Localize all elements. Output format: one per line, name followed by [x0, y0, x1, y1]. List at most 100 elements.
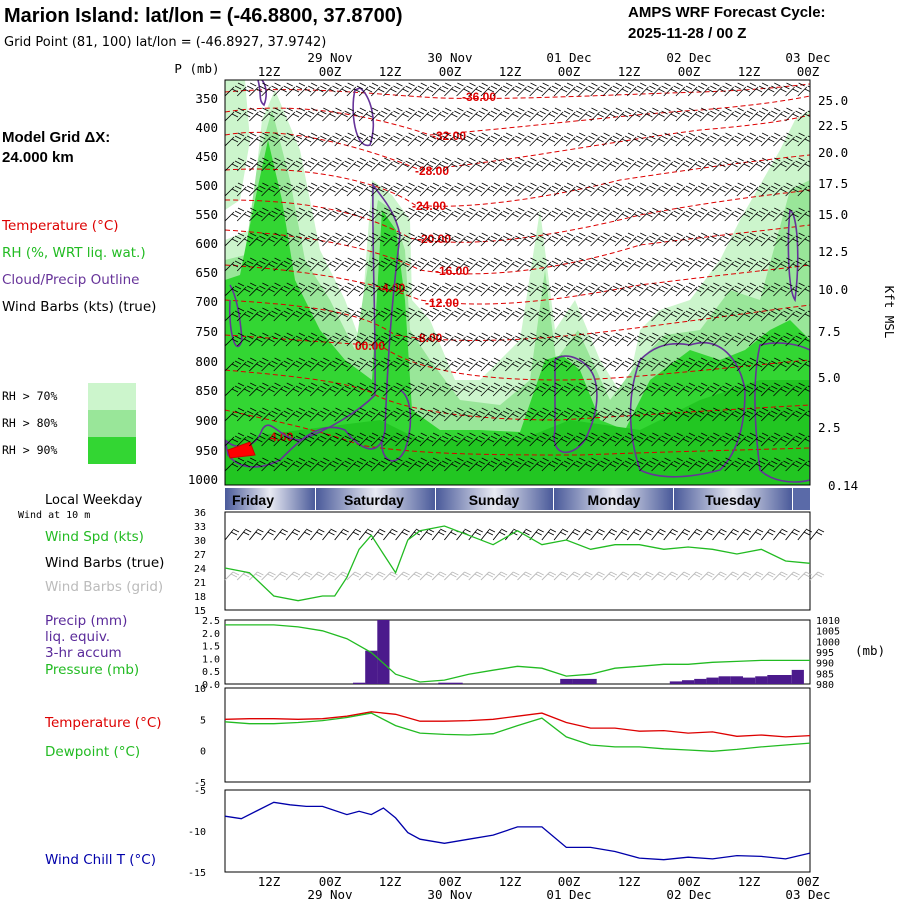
wind-barb-grid — [370, 571, 386, 581]
bottom-time-tick: 12Z — [618, 874, 641, 889]
cross-section-barb — [225, 132, 245, 147]
top-time-tick: 00Z — [797, 64, 820, 79]
cross-section-barb — [370, 132, 391, 147]
cross-section-barb — [297, 282, 318, 297]
cross-section-barb — [529, 457, 549, 472]
cross-section-barb — [431, 407, 452, 422]
cross-section-barb — [358, 332, 379, 347]
cross-section-barb — [346, 132, 367, 147]
legend-rh: RH (%, WRT liq. wat.) — [2, 245, 146, 261]
precip-bar — [730, 676, 743, 684]
cross-section-barb — [700, 182, 720, 197]
bottom-time-tick: 00Z — [319, 874, 342, 889]
cross-section-barb — [748, 307, 769, 322]
cross-section-barb — [285, 157, 306, 172]
cross-section-barb — [395, 382, 415, 397]
cross-section-barb — [358, 307, 379, 322]
pressure-tick: 950 — [195, 443, 218, 458]
cross-section-barb — [383, 132, 403, 147]
cross-section-barb — [370, 157, 391, 172]
y-tick-label: 1010 — [816, 616, 840, 627]
wind-barb-grid — [773, 571, 788, 581]
cross-section-barb — [334, 357, 354, 372]
cross-section-barb — [639, 132, 659, 147]
cross-section-barb — [541, 382, 562, 397]
cross-section-barb — [578, 82, 598, 97]
cross-section-barb — [614, 282, 635, 297]
cross-section-barb — [456, 307, 476, 322]
cross-section-barb — [785, 207, 805, 222]
cross-section-barb — [517, 457, 537, 472]
cross-section-barb — [785, 182, 805, 197]
cross-section-barb — [773, 407, 793, 422]
cross-section-barb — [773, 457, 793, 472]
top-date-tick: 02 Dec — [666, 50, 711, 65]
cross-section-barb — [712, 407, 732, 422]
cross-section-barb — [724, 132, 744, 147]
cross-section-barb — [419, 257, 440, 272]
y-tick-label: 27 — [194, 550, 206, 561]
cross-section-barb — [602, 132, 622, 147]
wind-barb-grid — [675, 571, 691, 581]
bottom-time-tick: 12Z — [499, 874, 522, 889]
bottom-time-tick: 00Z — [558, 874, 581, 889]
cross-section-barb — [773, 232, 793, 247]
cross-section-barb — [431, 107, 452, 122]
wind-chill-panel: -5 -10 -15 — [188, 786, 811, 879]
cross-section-barb — [797, 85, 810, 97]
cross-section-barb — [773, 432, 793, 447]
cross-section-barb — [651, 107, 671, 122]
cross-section-barb — [626, 182, 647, 197]
cross-section-barb — [675, 82, 696, 97]
cross-section-barb — [444, 307, 464, 322]
cross-section-barb — [748, 157, 769, 172]
cross-section-barb — [626, 282, 647, 297]
pressure-tick: 800 — [195, 354, 218, 369]
cross-section-barb — [225, 182, 245, 197]
cross-section-barb — [346, 407, 367, 422]
cross-section-barb — [236, 82, 257, 97]
cross-section-barb — [310, 232, 330, 247]
cross-section-barb — [614, 157, 635, 172]
weekday-segment — [793, 488, 810, 510]
top-date-tick: 29 Nov — [307, 50, 352, 65]
cross-section-barb — [310, 407, 330, 422]
cross-section-barb — [687, 457, 708, 472]
cross-section-barb — [700, 282, 720, 297]
cross-section-barb — [249, 182, 269, 197]
cross-section-barb — [724, 282, 744, 297]
cross-section-barb — [249, 157, 269, 172]
cross-section-barb — [565, 432, 586, 447]
cross-section-barb — [505, 432, 525, 447]
wind-barb-grid — [383, 571, 398, 581]
cross-section-barb — [602, 257, 622, 272]
wind-barb-grid — [809, 571, 825, 581]
cross-section-barb — [565, 407, 586, 422]
cross-section-barb — [407, 257, 427, 272]
cross-section-barb — [590, 232, 610, 247]
cross-section-barb — [346, 182, 367, 197]
y-tick-label: 5 — [200, 715, 206, 726]
cross-section-barb — [358, 382, 379, 397]
cross-section-barb — [663, 82, 683, 97]
wind-barb-grid — [261, 571, 276, 581]
cross-section-barb — [565, 257, 586, 272]
cross-section-barb — [334, 107, 354, 122]
cross-section-barb — [541, 132, 562, 147]
wind-barb-true — [602, 528, 618, 541]
cross-section-barb — [712, 332, 732, 347]
cross-section-barb — [541, 432, 562, 447]
pressure-tick: 500 — [195, 178, 218, 193]
cross-section-barb — [468, 432, 488, 447]
cross-section-barb — [578, 257, 598, 272]
cross-section-barb — [370, 182, 391, 197]
y-tick-label: 980 — [816, 680, 834, 691]
wind-barb-grid — [760, 571, 776, 581]
wind-barb-true — [346, 528, 362, 541]
cross-section-barb — [651, 457, 671, 472]
cross-section-barb — [322, 407, 342, 422]
cross-section-barb — [285, 207, 306, 222]
cross-section-barb — [480, 157, 501, 172]
cross-section-barb — [492, 407, 513, 422]
wind-barb-true — [395, 528, 410, 541]
